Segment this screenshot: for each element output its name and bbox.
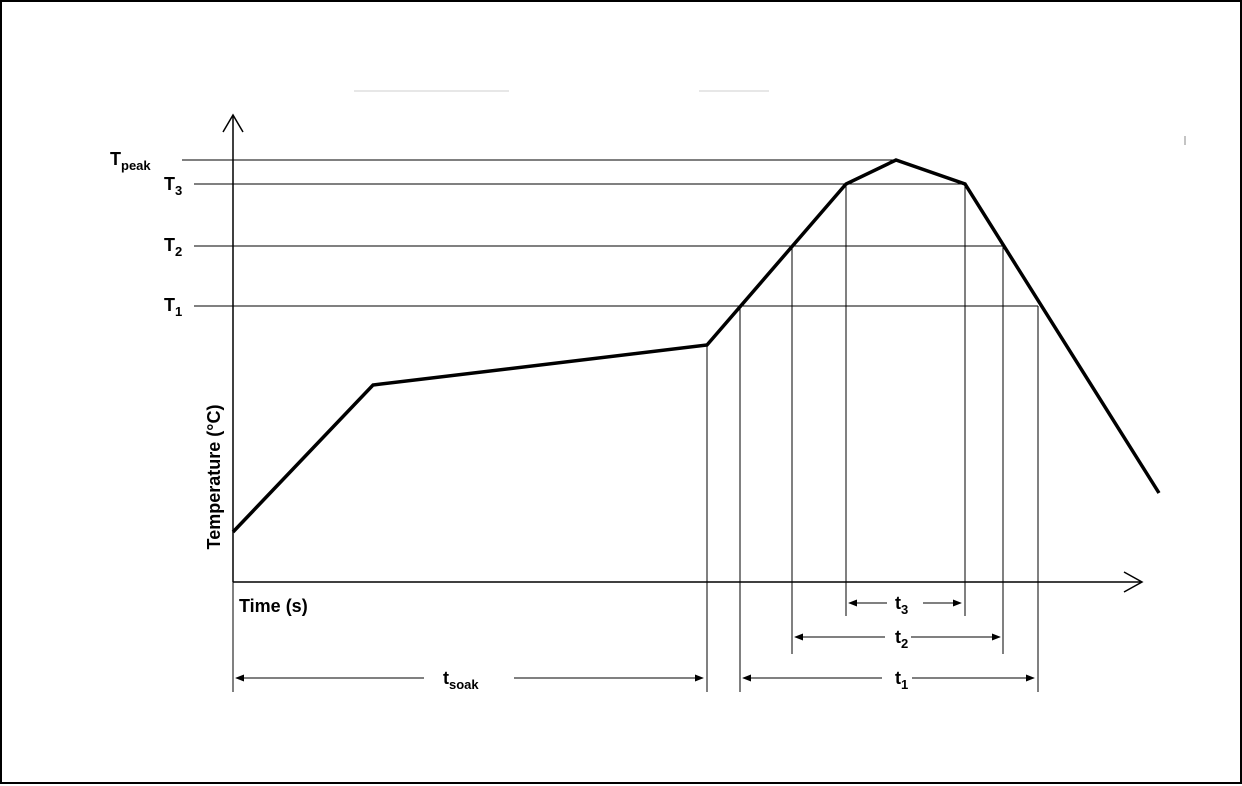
tpeak-label: Tpeak bbox=[110, 149, 151, 173]
reflow-profile-curve bbox=[231, 158, 1161, 534]
tsoak-label: tsoak bbox=[443, 668, 479, 692]
y-axis-label: Temperature (°C) bbox=[204, 405, 224, 550]
x-axis-arrowhead bbox=[1123, 571, 1144, 593]
t1-label: T1 bbox=[164, 295, 182, 319]
t1-interval-label: t1 bbox=[895, 668, 908, 692]
x-axis-label: Time (s) bbox=[239, 596, 308, 616]
t2-label: T2 bbox=[164, 235, 182, 259]
t2-interval-label: t2 bbox=[895, 627, 908, 651]
y-axis-arrowhead bbox=[222, 113, 244, 133]
t3-interval-label: t3 bbox=[895, 593, 908, 617]
t3-label: T3 bbox=[164, 174, 182, 198]
